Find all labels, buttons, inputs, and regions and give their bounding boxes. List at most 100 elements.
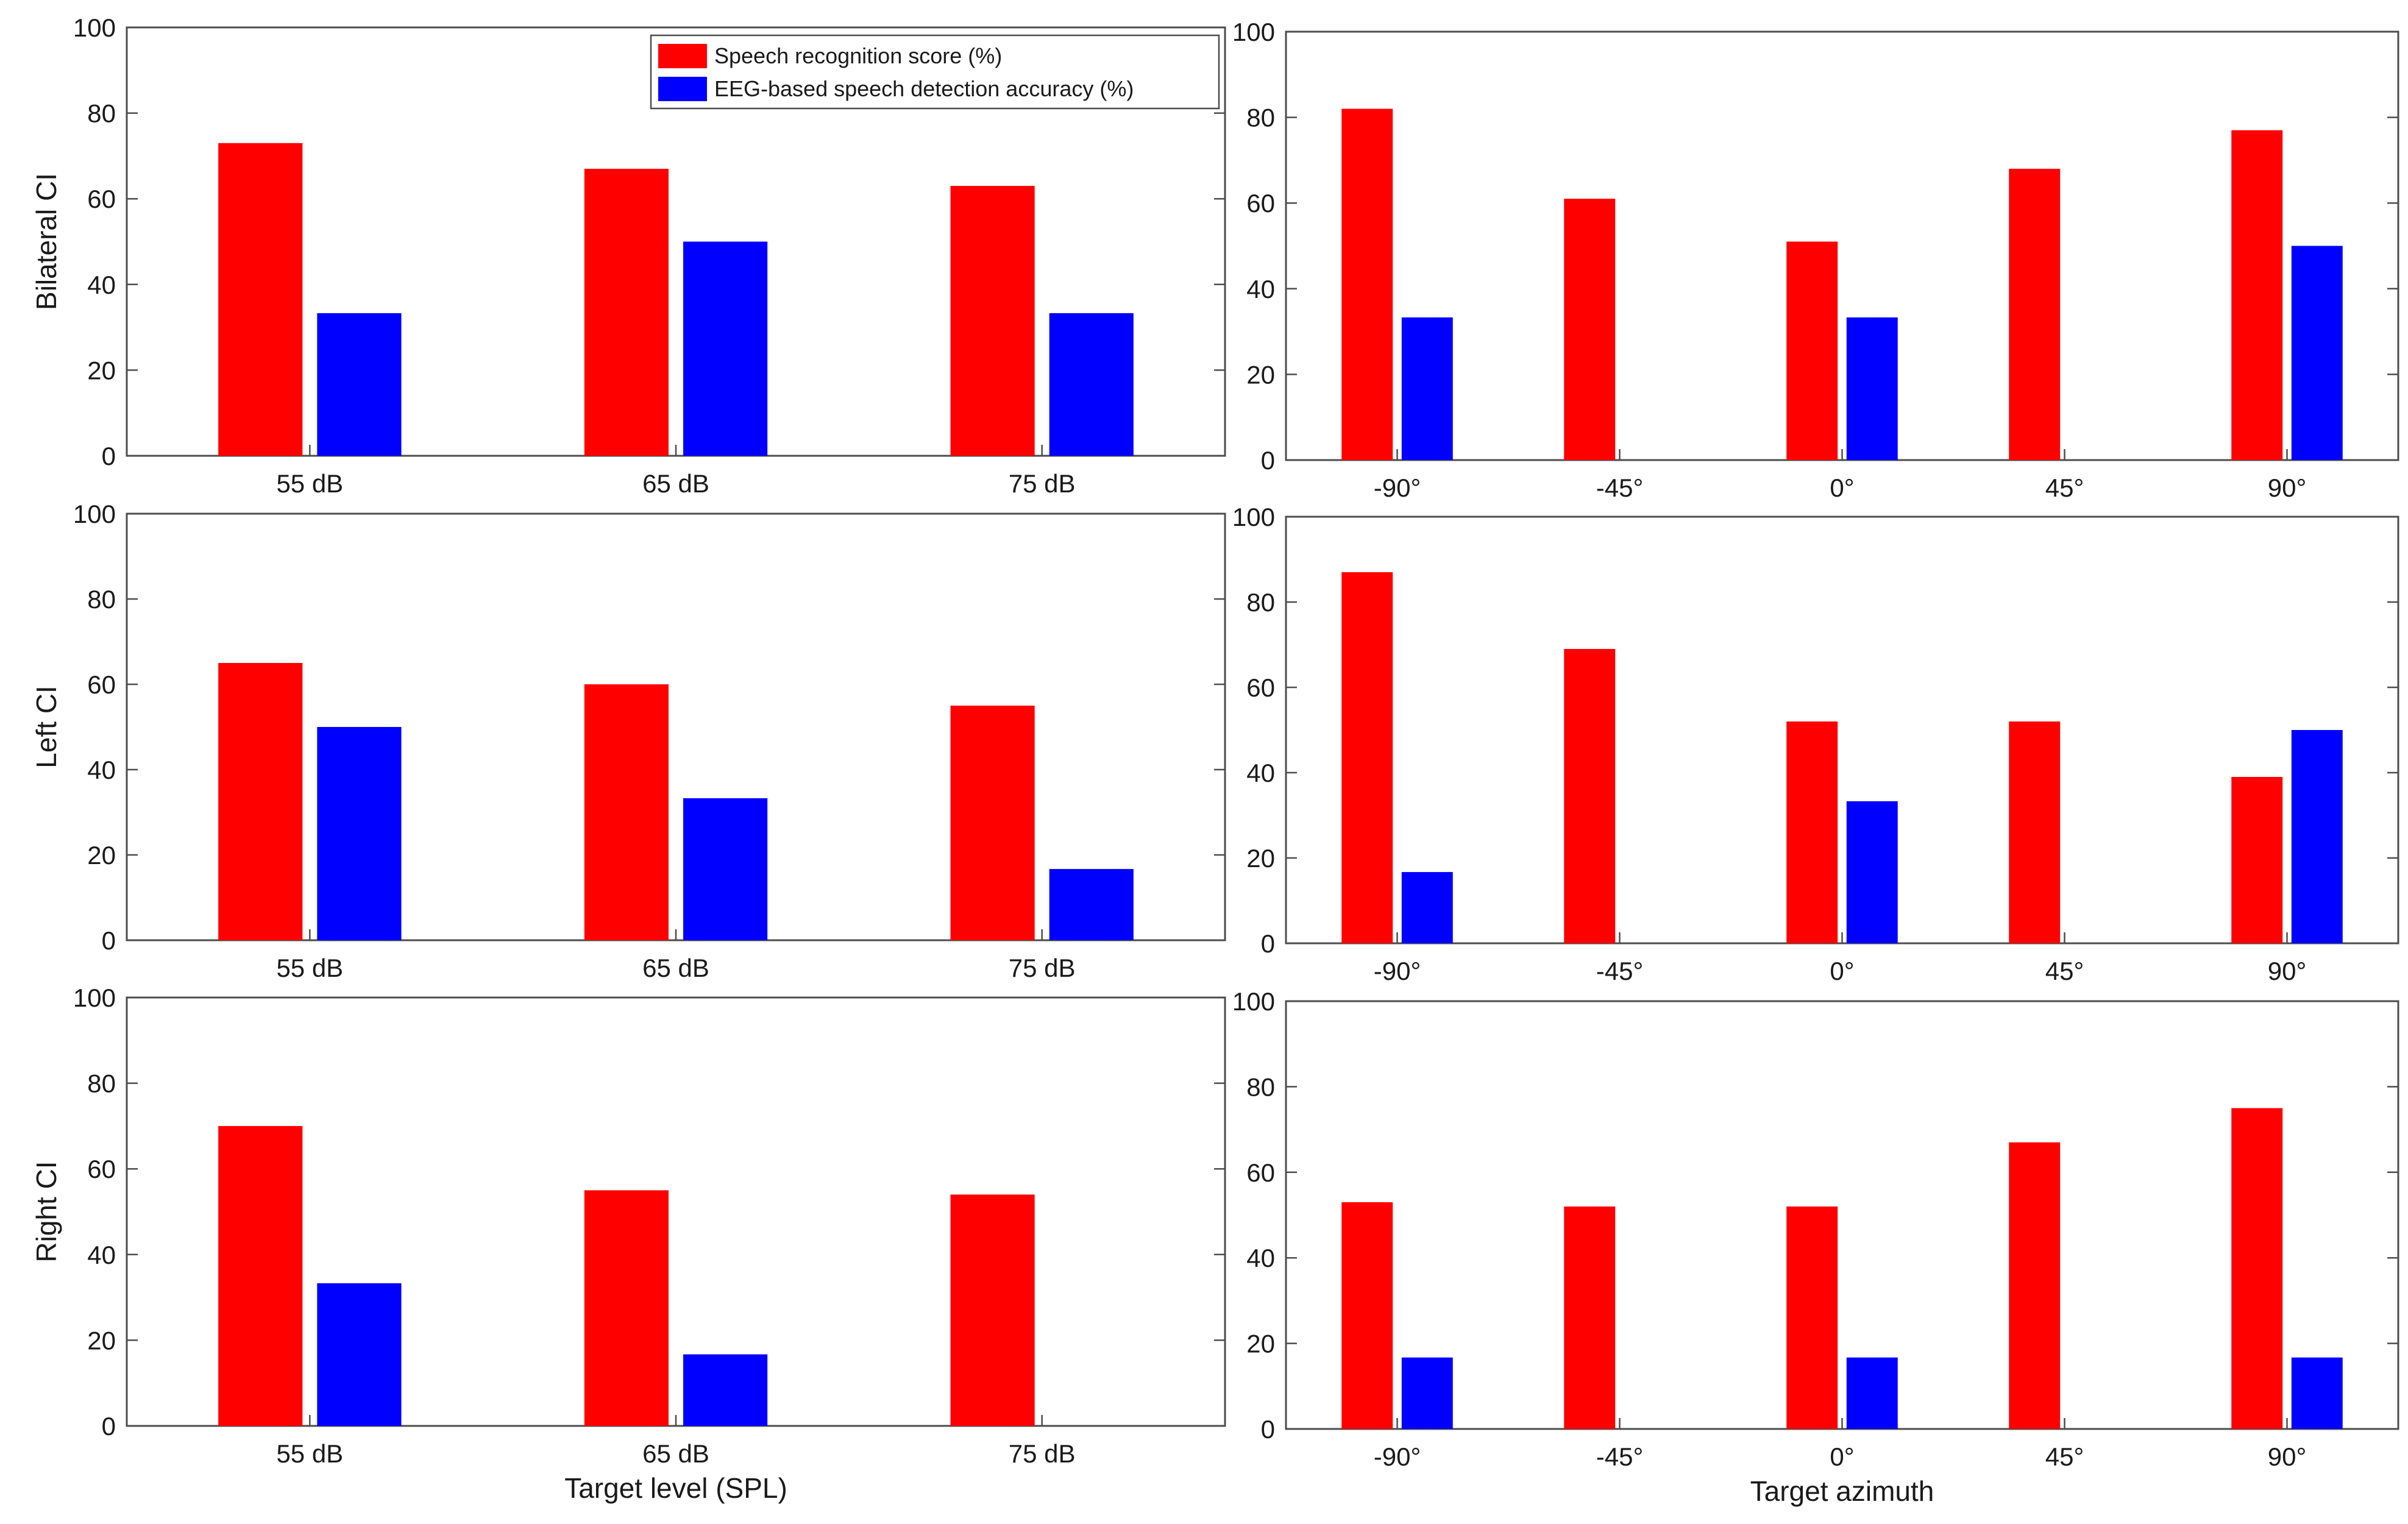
bar-speech-recognition xyxy=(1786,721,1838,943)
x-tick-label: 45° xyxy=(2045,1442,2084,1471)
bar-speech-recognition xyxy=(218,143,303,456)
y-tick-label: 80 xyxy=(1246,104,1275,132)
bar-speech-recognition xyxy=(584,1190,669,1426)
y-tick-label: 40 xyxy=(87,271,116,299)
x-tick-label: 0° xyxy=(1830,957,1854,985)
x-tick-label: 45° xyxy=(2045,473,2084,502)
panel-row3-right: 0 20 40 60 80 100 -90° -45° 0° 45° 90° Target azimu… xyxy=(1232,987,2399,1507)
y-tick-label: 60 xyxy=(87,670,116,699)
bar-speech-recognition xyxy=(2231,777,2283,943)
y-tick-label: 0 xyxy=(102,926,116,955)
bar-speech-recognition xyxy=(1341,1202,1393,1429)
bar-eeg-detection xyxy=(317,313,402,456)
bar-speech-recognition xyxy=(2231,130,2283,460)
bar-eeg-detection xyxy=(2291,730,2343,943)
y-axis-title: Bilateral CI xyxy=(30,173,62,310)
y-tick-label: 60 xyxy=(1246,673,1275,702)
y-tick-label: 20 xyxy=(1246,844,1275,873)
x-tick-label: -45° xyxy=(1596,473,1644,502)
bar-eeg-detection xyxy=(1401,1357,1453,1429)
legend-box xyxy=(650,34,1220,110)
bar-speech-recognition xyxy=(1341,108,1393,461)
y-tick-label: 40 xyxy=(1246,1244,1275,1272)
bar-eeg-detection xyxy=(1846,317,1898,460)
y-tick-label: 60 xyxy=(1246,1158,1275,1187)
x-tick-label: 90° xyxy=(2268,1442,2307,1471)
legend-label: Speech recognition score (%) xyxy=(714,43,1002,68)
x-tick-label: 55 dB xyxy=(276,469,343,498)
legend-label: EEG-based speech detection accuracy (%) xyxy=(714,76,1134,101)
y-tick-label: 80 xyxy=(87,99,116,128)
panel-row3-left: 0 20 40 60 80 100 55 dB 65 dB 75 dB Right CI Targe… xyxy=(30,984,1226,1504)
x-tick-label: 90° xyxy=(2268,957,2307,985)
x-tick-label: 75 dB xyxy=(1009,954,1076,982)
y-tick-label: 100 xyxy=(1232,503,1275,531)
y-tick-label: 20 xyxy=(1246,360,1275,389)
bar-speech-recognition xyxy=(1786,241,1838,460)
bar-eeg-detection xyxy=(683,241,768,456)
y-tick-label: 60 xyxy=(87,1155,116,1183)
bar-eeg-detection xyxy=(683,1354,768,1426)
y-tick-label: 0 xyxy=(102,1412,116,1441)
panel-row2-left: 0 20 40 60 80 100 55 dB 65 dB 75 dB Left CI xyxy=(30,500,1226,982)
bar-eeg-detection xyxy=(2291,1357,2343,1429)
x-tick-label: -90° xyxy=(1374,1442,1421,1471)
x-tick-label: 90° xyxy=(2268,473,2307,502)
panel-row1-left: 0 20 40 60 80 100 55 dB 65 dB 75 dB Bilateral CI xyxy=(30,13,1226,498)
panels: 0 20 40 60 80 100 55 dB 65 dB 75 dB Bilateral CI 0… xyxy=(30,13,2399,1507)
x-tick-label: 75 dB xyxy=(1009,1439,1076,1468)
x-tick-label: 65 dB xyxy=(642,469,709,498)
legend: Speech recognition score (%) EEG-based sp… xyxy=(650,34,1220,110)
y-tick-label: 60 xyxy=(1246,189,1275,218)
y-tick-label: 80 xyxy=(87,585,116,614)
panel-row2-right: 0 20 40 60 80 100 -90° -45° 0° 45° 90° xyxy=(1232,503,2399,985)
x-axis-title: Target azimuth xyxy=(1750,1475,1934,1507)
y-tick-label: 20 xyxy=(87,841,116,870)
y-tick-label: 100 xyxy=(73,984,116,1012)
y-tick-label: 20 xyxy=(87,356,116,385)
bar-eeg-detection xyxy=(1049,313,1134,456)
y-tick-label: 20 xyxy=(87,1326,116,1355)
bar-eeg-detection xyxy=(1846,1357,1898,1429)
x-tick-label: -45° xyxy=(1596,1442,1644,1471)
legend-swatch xyxy=(658,44,707,68)
y-tick-label: 0 xyxy=(102,442,116,470)
bar-speech-recognition xyxy=(218,663,303,940)
x-tick-label: 45° xyxy=(2045,957,2084,985)
bar-speech-recognition xyxy=(1564,199,1616,460)
bar-eeg-detection xyxy=(317,727,402,940)
y-tick-label: 100 xyxy=(1232,987,1275,1016)
x-tick-label: 55 dB xyxy=(276,954,343,982)
x-tick-label: 55 dB xyxy=(276,1439,343,1468)
y-tick-label: 0 xyxy=(1261,929,1275,958)
bar-eeg-detection xyxy=(1049,869,1134,940)
y-tick-label: 40 xyxy=(87,1241,116,1269)
x-tick-label: 65 dB xyxy=(642,1439,709,1468)
bar-speech-recognition xyxy=(1564,649,1616,943)
y-tick-label: 100 xyxy=(1232,18,1275,46)
bar-eeg-detection xyxy=(1846,801,1898,943)
y-axis-title: Left CI xyxy=(30,686,62,768)
bar-speech-recognition xyxy=(584,168,669,456)
x-tick-label: 75 dB xyxy=(1009,469,1076,498)
y-tick-label: 80 xyxy=(87,1069,116,1098)
bar-speech-recognition xyxy=(2231,1108,2283,1429)
y-tick-label: 80 xyxy=(1246,588,1275,617)
y-tick-label: 0 xyxy=(1261,1415,1275,1444)
bar-speech-recognition xyxy=(950,186,1035,456)
y-tick-label: 100 xyxy=(73,500,116,528)
y-axis-title: Right CI xyxy=(30,1161,62,1262)
y-tick-label: 100 xyxy=(73,13,116,42)
bar-speech-recognition xyxy=(218,1125,303,1426)
x-axis-title: Target level (SPL) xyxy=(564,1472,787,1504)
bar-eeg-detection xyxy=(1401,872,1453,943)
bar-speech-recognition xyxy=(1341,572,1393,943)
x-tick-label: 65 dB xyxy=(642,954,709,982)
bar-speech-recognition xyxy=(1786,1206,1838,1429)
x-tick-label: -90° xyxy=(1374,473,1421,502)
bar-eeg-detection xyxy=(2291,246,2343,460)
y-tick-label: 40 xyxy=(87,756,116,784)
y-tick-label: 40 xyxy=(1246,275,1275,303)
bar-eeg-detection xyxy=(1401,317,1453,460)
